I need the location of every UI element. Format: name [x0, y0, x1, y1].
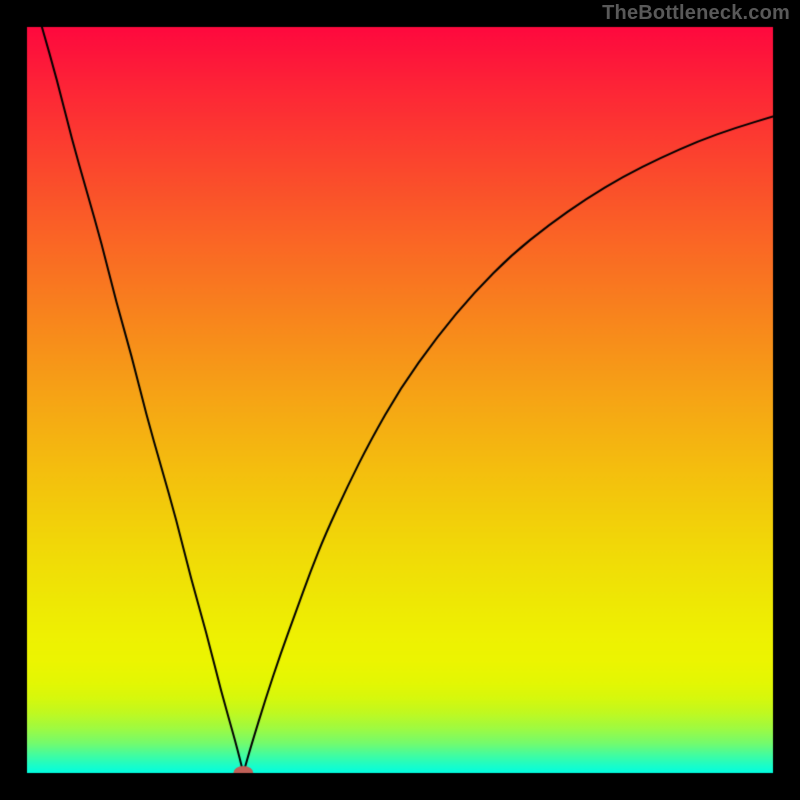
bottleneck-chart-canvas	[0, 0, 800, 800]
chart-container: TheBottleneck.com	[0, 0, 800, 800]
